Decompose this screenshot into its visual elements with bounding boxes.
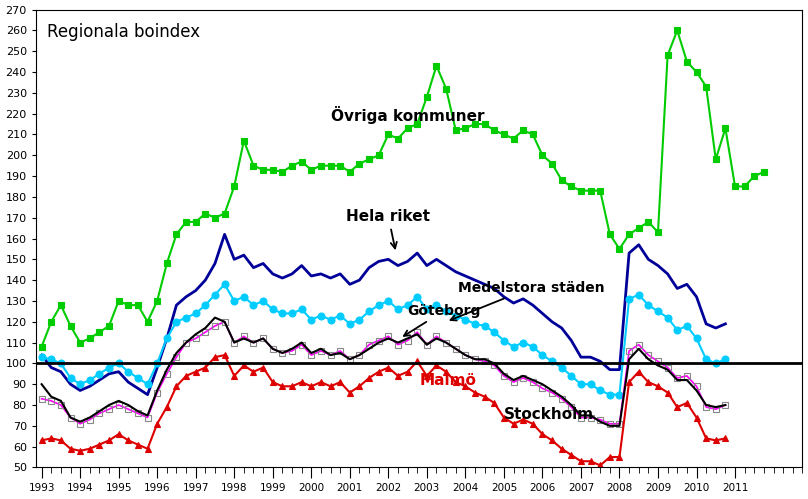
Text: Göteborg: Göteborg (404, 303, 481, 336)
Text: Hela riket: Hela riket (347, 209, 431, 249)
Text: Stockholm: Stockholm (504, 407, 594, 422)
Text: Övriga kommuner: Övriga kommuner (330, 106, 484, 124)
Text: Medelstora städen: Medelstora städen (451, 281, 604, 320)
Text: Malmö: Malmö (419, 373, 476, 388)
Text: Regionala boindex: Regionala boindex (48, 23, 200, 41)
